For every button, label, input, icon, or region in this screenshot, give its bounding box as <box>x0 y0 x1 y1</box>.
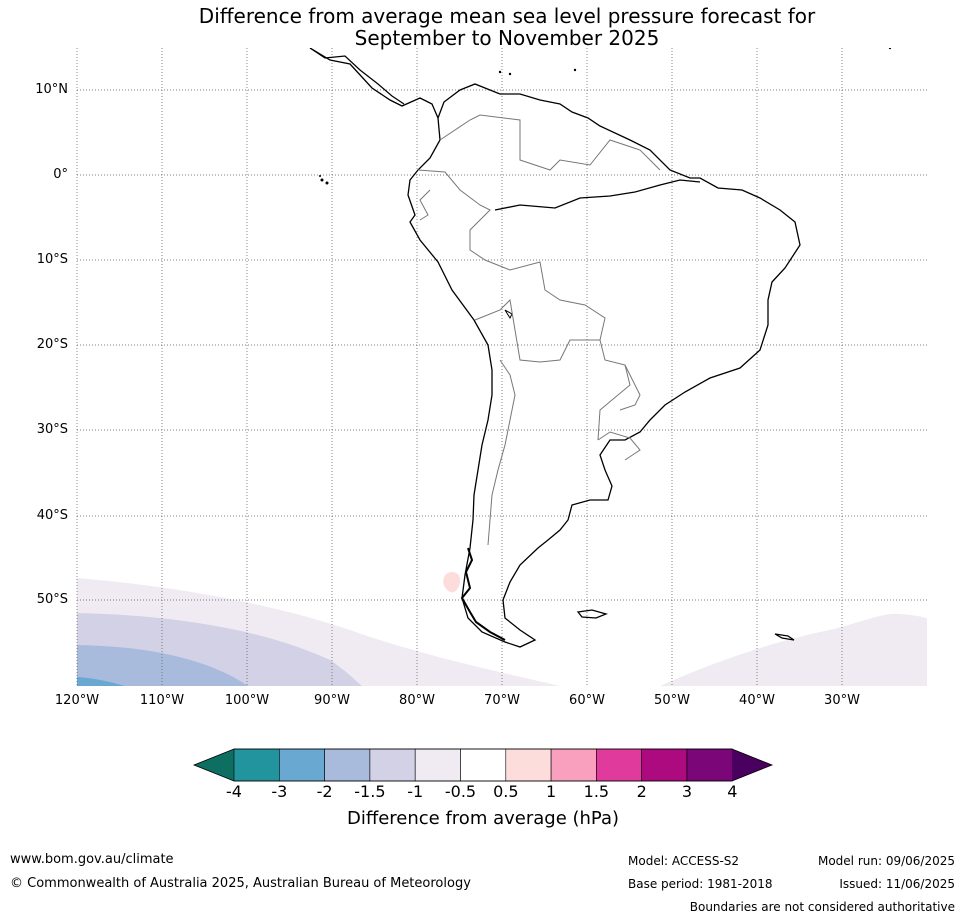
longitude-label: 60°W <box>569 693 605 708</box>
colorbar-tick-label: 3 <box>681 782 693 801</box>
colorbar-tick-label: 2 <box>636 782 647 801</box>
longitude-label: 80°W <box>399 693 435 708</box>
colorbar-tick-label: 1 <box>546 782 557 801</box>
map-title-line1: Difference from average mean sea level p… <box>198 4 816 28</box>
latitude-label: 20°S <box>36 337 68 352</box>
longitude-label: 120°W <box>54 693 100 708</box>
longitude-label: 30°W <box>824 693 860 708</box>
colorbar-tick-label: -1.5 <box>354 782 386 801</box>
colorbar-tick-label: 0.5 <box>493 782 519 801</box>
lake-titicaca <box>504 309 513 320</box>
anomaly-band-minus-1.5 <box>77 645 248 686</box>
colorbar-cell <box>460 748 507 782</box>
issued-date: Issued: 11/06/2025 <box>839 877 955 891</box>
colorbar-cell <box>550 748 597 782</box>
latitude-label: 10°S <box>36 252 68 267</box>
model-name: Model: ACCESS-S2 <box>628 854 740 868</box>
longitude-label: 110°W <box>139 693 185 708</box>
boundaries-disclaimer: Boundaries are not considered authoritat… <box>689 900 955 914</box>
colorbar-cell <box>641 748 688 782</box>
caribbean-islands <box>498 48 892 76</box>
south-america-coastline <box>309 48 801 648</box>
anomaly-band-minus-2 <box>77 677 125 686</box>
latitude-label: 10°N <box>35 82 68 97</box>
south-georgia <box>774 633 795 641</box>
longitude-label: 50°W <box>654 693 690 708</box>
colorbar-cell <box>278 748 325 782</box>
colorbar-cell <box>414 748 461 782</box>
latitude-label: 40°S <box>36 508 68 523</box>
colorbar-tick-label: -0.5 <box>444 782 477 801</box>
colorbar-cell <box>505 748 552 782</box>
colorbar-cell <box>596 748 643 782</box>
falkland-islands <box>576 609 609 619</box>
colorbar-tick-label: 4 <box>727 782 738 801</box>
latitude-label: 0° <box>53 167 68 182</box>
website-link[interactable]: www.bom.gov.au/climate <box>10 852 174 867</box>
central-america-coastline <box>309 48 405 105</box>
colorbar-tick-label: -3 <box>271 782 288 801</box>
longitude-label: 100°W <box>224 693 270 708</box>
colorbar <box>192 748 774 782</box>
colorbar-title: Difference from average (hPa) <box>346 808 620 829</box>
country-borders <box>417 114 661 546</box>
model-run-date: Model run: 09/06/2025 <box>817 854 955 868</box>
colorbar-cell <box>686 748 733 782</box>
longitude-label: 40°W <box>739 693 775 708</box>
colorbar-tick-label: -4 <box>226 782 242 801</box>
colorbar-cell <box>369 748 416 782</box>
anomaly-band-plus-0.5 <box>443 572 460 593</box>
colorbar-cell <box>324 748 371 782</box>
colorbar-tick-label: -2 <box>316 782 333 801</box>
base-period: Base period: 1981-2018 <box>628 877 773 891</box>
graticule <box>76 48 927 686</box>
galapagos-islands <box>319 175 329 185</box>
anomaly-band-minus-0.5-east <box>660 613 927 686</box>
latitude-label: 30°S <box>36 422 68 437</box>
colorbar-tick-label: -1 <box>407 782 424 801</box>
longitude-label: 70°W <box>484 693 520 708</box>
map-title-line2: September to November 2025 <box>354 26 660 50</box>
colorbar-max-arrow <box>732 749 772 781</box>
amazon-river <box>494 179 701 211</box>
chile-fjords <box>460 547 506 641</box>
colorbar-cell <box>233 748 280 782</box>
latitude-label: 50°S <box>36 592 68 607</box>
copyright-text: © Commonwealth of Australia 2025, Austra… <box>10 876 471 891</box>
colorbar-min-arrow <box>194 749 234 781</box>
colorbar-tick-label: 1.5 <box>583 782 610 801</box>
longitude-label: 90°W <box>314 693 350 708</box>
